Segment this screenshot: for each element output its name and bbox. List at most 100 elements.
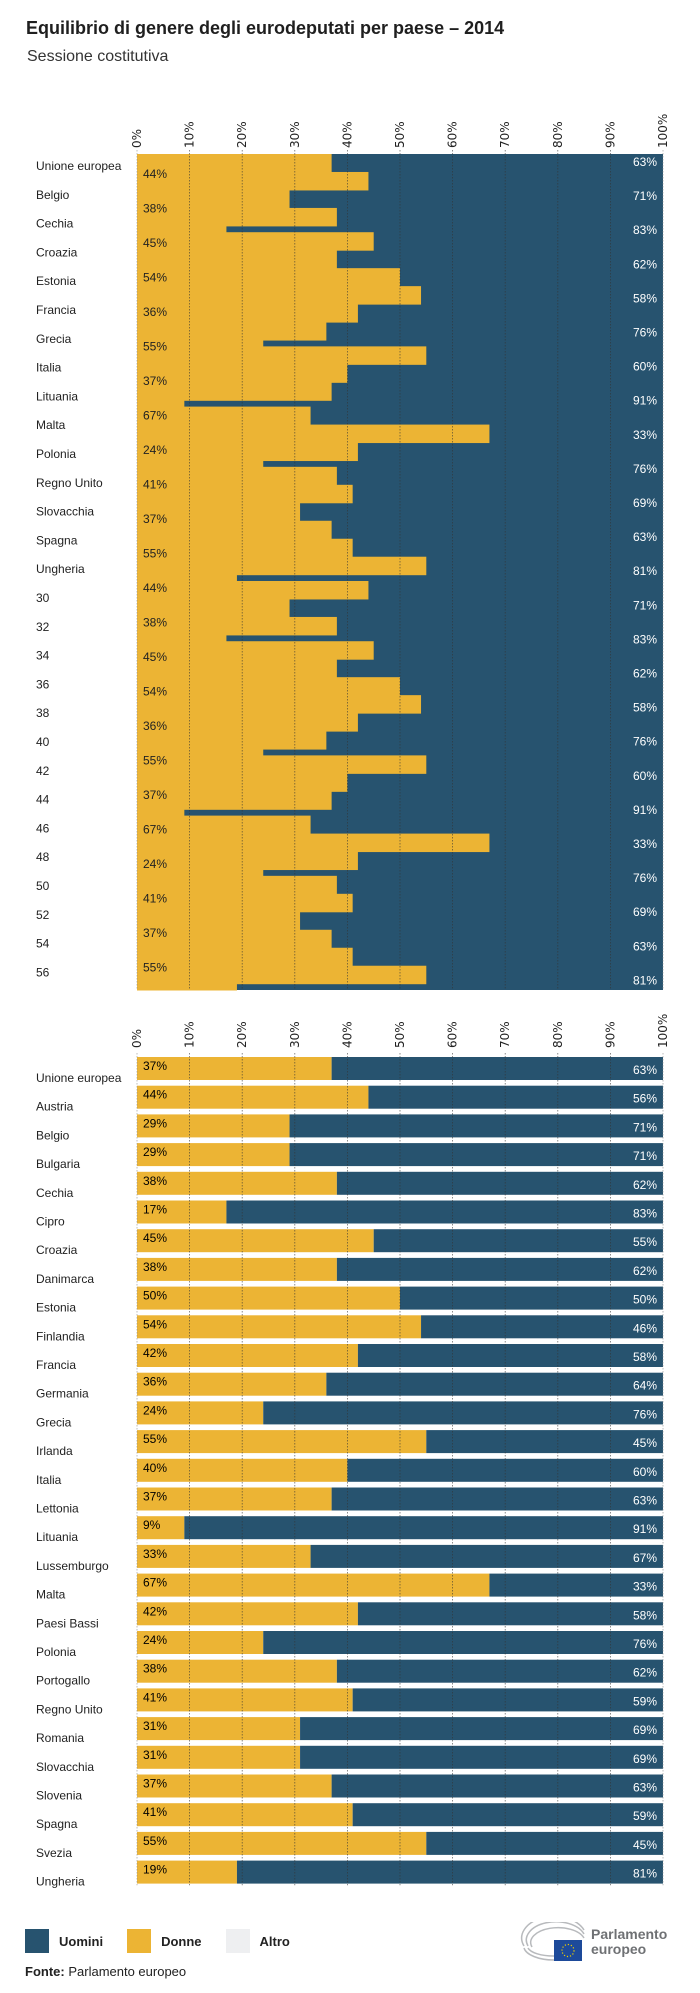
bar-donne-segment: [137, 869, 264, 877]
data-label-uomini: 62%: [633, 1264, 657, 1278]
data-label-uomini: 69%: [633, 1752, 657, 1766]
category-label: Svezia: [36, 1846, 72, 1860]
bar-donne-segment: [137, 322, 327, 341]
category-label: Ungheria: [36, 1875, 85, 1889]
bar-donne-segment: [137, 225, 227, 233]
data-label-donne: 38%: [143, 616, 167, 630]
bar-donne-segment: [137, 755, 427, 774]
bar-donne: [137, 1171, 337, 1195]
bar-uomini: [236, 1860, 663, 1884]
category-label: Germania: [36, 1387, 89, 1401]
category-label: Estonia: [36, 1301, 76, 1315]
data-label-donne: 24%: [143, 1633, 167, 1647]
hemicycle-icon: [520, 1922, 585, 1961]
bar-donne-segment: [137, 731, 327, 750]
x-tick-label: 60%: [446, 1021, 460, 1048]
category-label: Bulgaria: [36, 1157, 80, 1171]
x-tick-label: 100%: [656, 114, 670, 148]
category-label: 34: [36, 649, 50, 663]
data-label-uomini: 58%: [633, 291, 657, 305]
data-label-donne: 55%: [143, 1834, 167, 1848]
bar-donne-segment: [137, 346, 427, 365]
bar-donne-segment: [137, 713, 358, 732]
x-tick-label: 90%: [603, 121, 617, 148]
data-label-uomini: 83%: [633, 632, 657, 646]
data-label-donne: 38%: [143, 1260, 167, 1274]
data-label-uomini: 67%: [633, 1551, 657, 1565]
category-label: Regno Unito: [36, 476, 103, 490]
data-label-donne: 38%: [143, 202, 167, 216]
category-label: Cechia: [36, 217, 74, 231]
data-label-donne: 55%: [143, 1432, 167, 1446]
bar-donne: [137, 1143, 290, 1167]
data-label-uomini: 55%: [633, 1235, 657, 1249]
chart-bottom: 0% 10% 20% 30% 40% 50% 60% 70% 80% 90% 100% Unione …: [36, 1014, 670, 1889]
bar-donne-segment: [137, 250, 337, 269]
data-label-donne: 17%: [143, 1203, 167, 1217]
data-label-donne: 55%: [143, 754, 167, 768]
bar-uomini: [300, 1717, 663, 1741]
category-label: Spagna: [36, 1817, 78, 1831]
bar-donne-segment: [137, 406, 311, 426]
data-label-donne: 24%: [143, 443, 167, 457]
category-label: 38: [36, 706, 50, 720]
data-label-uomini: 63%: [633, 1063, 657, 1077]
bar-uomini: [357, 1344, 663, 1367]
category-label: 52: [36, 908, 50, 922]
data-label-donne: 24%: [143, 1403, 167, 1417]
bar-donne-segment: [137, 538, 353, 558]
data-label-donne: 38%: [143, 1662, 167, 1676]
bar-uomini: [400, 1286, 663, 1310]
data-label-uomini: 60%: [633, 1465, 657, 1479]
data-label-uomini: 58%: [633, 1608, 657, 1622]
legend-item-altro: Altro: [225, 1929, 290, 1953]
bar-donne: [137, 1573, 490, 1597]
category-label: Slovacchia: [36, 505, 94, 519]
bar-donne: [137, 1602, 358, 1626]
data-label-uomini: 76%: [633, 326, 657, 340]
data-label-donne: 45%: [143, 650, 167, 664]
x-tick-label: 80%: [551, 1021, 565, 1048]
data-label-donne: 37%: [143, 926, 167, 940]
category-label: 56: [36, 965, 50, 979]
bar-uomini: [421, 1315, 663, 1339]
bar-donne-segment: [137, 502, 301, 522]
bar-uomini: [426, 1430, 663, 1454]
bar-donne: [137, 1860, 237, 1884]
category-label: Italia: [36, 361, 62, 375]
data-label-donne: 55%: [143, 547, 167, 561]
data-label-donne: 37%: [143, 1059, 167, 1073]
x-tick-label: 90%: [603, 1021, 617, 1048]
x-tick-label: 0%: [130, 129, 144, 148]
data-label-donne: 67%: [143, 1576, 167, 1590]
data-label-uomini: 46%: [633, 1321, 657, 1335]
data-label-donne: 31%: [143, 1719, 167, 1733]
bar-uomini: [300, 1745, 663, 1769]
chart-top: 0% 10% 20% 30% 40% 50% 60% 70% 80% 90% 100% Unione …: [36, 114, 670, 991]
data-label-uomini: 91%: [633, 803, 657, 817]
bar-donne-segment: [137, 634, 227, 642]
bar-uomini: [310, 1544, 663, 1568]
data-label-uomini: 76%: [633, 1407, 657, 1421]
bar-donne-segment: [137, 484, 353, 504]
bar-donne-segment: [137, 659, 337, 678]
bar-donne-segment: [137, 424, 490, 444]
bar-donne-segment: [137, 574, 237, 582]
bar-donne-segment: [137, 207, 337, 227]
x-tick-label: 20%: [235, 1021, 249, 1048]
data-label-uomini: 45%: [633, 1838, 657, 1852]
x-tick-label: 70%: [498, 121, 512, 148]
data-label-uomini: 63%: [633, 155, 657, 169]
x-tick-label: 50%: [393, 121, 407, 148]
source: Fonte: Parlamento europeo: [25, 1964, 186, 1979]
category-label: Belgio: [36, 188, 70, 202]
bar-donne: [137, 1659, 337, 1683]
data-label-donne: 24%: [143, 857, 167, 871]
bar-donne: [137, 1717, 301, 1741]
category-label: 54: [36, 937, 50, 951]
x-tick-label: 0%: [130, 1029, 144, 1048]
data-label-uomini: 59%: [633, 1809, 657, 1823]
data-label-uomini: 91%: [633, 394, 657, 408]
bar-uomini: [368, 1085, 663, 1109]
